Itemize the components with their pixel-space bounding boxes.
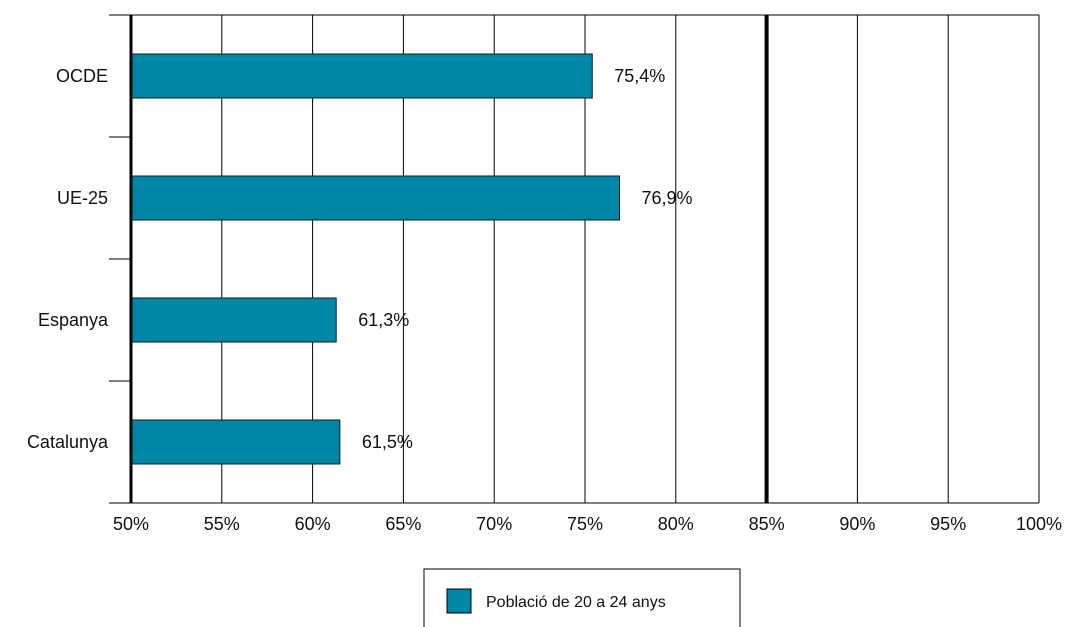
x-tick-label: 50% xyxy=(113,514,149,534)
x-tick-label: 90% xyxy=(839,514,875,534)
data-labels: 75,4% 76,9% 61,3% 61,5% xyxy=(358,66,692,452)
x-tick-label: 85% xyxy=(749,514,785,534)
y-category-label: Catalunya xyxy=(27,432,109,452)
y-axis-category-labels: OCDE UE-25 Espanya Catalunya xyxy=(27,66,109,452)
legend-swatch xyxy=(446,588,472,614)
legend-box xyxy=(423,568,741,627)
data-label: 75,4% xyxy=(614,66,665,86)
data-label: 61,5% xyxy=(362,432,413,452)
data-label: 61,3% xyxy=(358,310,409,330)
bar xyxy=(130,175,621,221)
x-tick-label: 100% xyxy=(1016,514,1062,534)
bars xyxy=(130,53,621,465)
x-tick-label: 95% xyxy=(930,514,966,534)
x-tick-label: 55% xyxy=(204,514,240,534)
bar xyxy=(130,53,593,99)
y-category-label: UE-25 xyxy=(57,188,108,208)
bar xyxy=(130,419,341,465)
axes xyxy=(109,14,1039,504)
y-category-label: OCDE xyxy=(56,66,108,86)
x-tick-label: 70% xyxy=(476,514,512,534)
legend: Població de 20 a 24 anys xyxy=(423,568,741,627)
legend-label: Població de 20 a 24 anys xyxy=(486,594,666,611)
x-tick-label: 80% xyxy=(658,514,694,534)
x-tick-label: 75% xyxy=(567,514,603,534)
x-axis-tick-labels: 50% 55% 60% 65% 70% 75% 80% 85% 90% 95% 100% xyxy=(113,514,1062,534)
data-label: 76,9% xyxy=(642,188,693,208)
x-tick-label: 60% xyxy=(295,514,331,534)
x-tick-label: 65% xyxy=(385,514,421,534)
y-category-label: Espanya xyxy=(38,310,109,330)
bar xyxy=(130,297,337,343)
